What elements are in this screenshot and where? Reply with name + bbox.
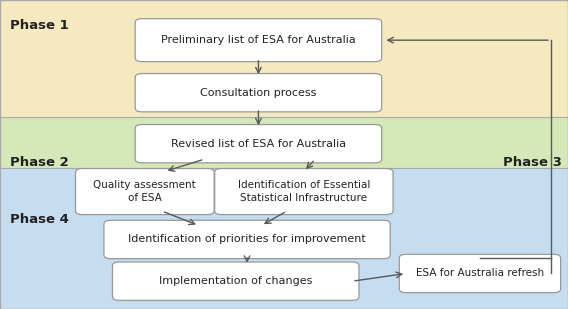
FancyBboxPatch shape xyxy=(135,19,382,62)
Bar xyxy=(0,0,568,117)
FancyBboxPatch shape xyxy=(76,168,214,214)
Text: Phase 3: Phase 3 xyxy=(503,156,562,169)
Text: Identification of Essential
Statistical Infrastructure: Identification of Essential Statistical … xyxy=(237,180,370,203)
Bar xyxy=(0,168,568,309)
Text: Identification of priorities for improvement: Identification of priorities for improve… xyxy=(128,235,366,244)
Text: Implementation of changes: Implementation of changes xyxy=(159,276,312,286)
Bar xyxy=(0,117,568,168)
FancyBboxPatch shape xyxy=(104,220,390,259)
Text: Phase 4: Phase 4 xyxy=(10,213,69,226)
Text: ESA for Australia refresh: ESA for Australia refresh xyxy=(416,269,544,278)
Text: Phase 2: Phase 2 xyxy=(10,156,69,169)
Text: Phase 1: Phase 1 xyxy=(10,19,69,32)
FancyBboxPatch shape xyxy=(399,254,561,293)
Text: Consultation process: Consultation process xyxy=(201,88,316,98)
FancyBboxPatch shape xyxy=(135,74,382,112)
FancyBboxPatch shape xyxy=(112,262,359,300)
Text: Revised list of ESA for Australia: Revised list of ESA for Australia xyxy=(171,139,346,149)
Text: Quality assessment
of ESA: Quality assessment of ESA xyxy=(94,180,196,203)
FancyBboxPatch shape xyxy=(215,168,393,214)
Text: Preliminary list of ESA for Australia: Preliminary list of ESA for Australia xyxy=(161,35,356,45)
FancyBboxPatch shape xyxy=(135,125,382,163)
